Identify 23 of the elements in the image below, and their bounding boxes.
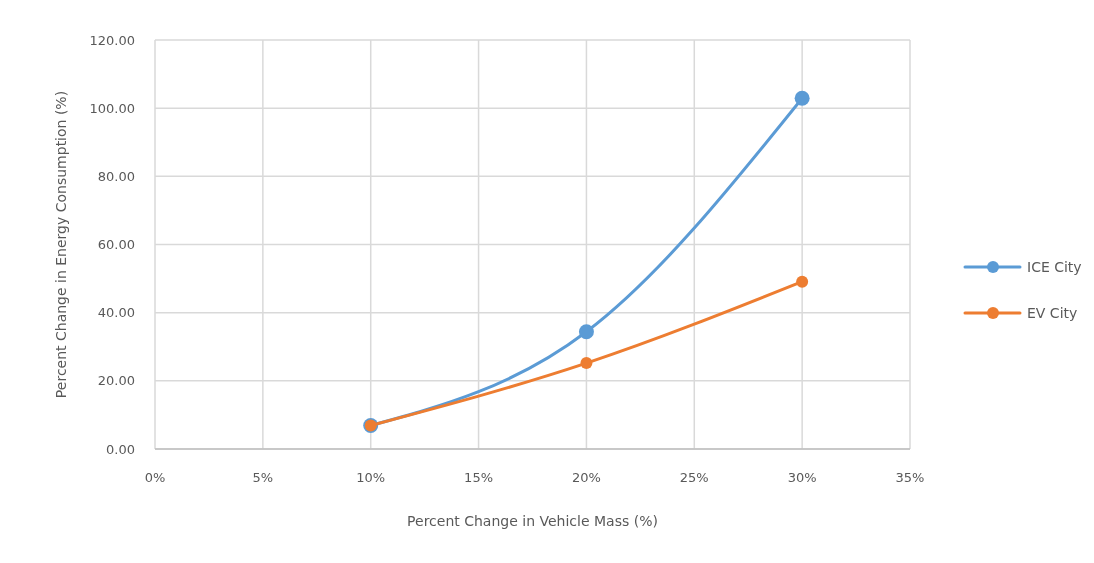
point	[580, 357, 593, 370]
x-tick-label: 0%	[144, 470, 166, 485]
y-tick-label: 0.00	[106, 441, 135, 457]
legend-label: ICE City	[1027, 258, 1082, 275]
x-tick-label: 10%	[356, 470, 386, 485]
x-tick-label: 20%	[571, 470, 601, 485]
legend-label: EV City	[1027, 304, 1078, 321]
x-tick-label: 25%	[679, 470, 709, 485]
x-tick-label: 35%	[895, 470, 925, 485]
y-tick-label: 100.00	[89, 100, 135, 116]
point	[578, 324, 594, 340]
y-tick-label: 40.00	[97, 305, 135, 321]
point	[796, 275, 809, 288]
point	[794, 90, 810, 106]
x-axis-title: Percent Change in Vehicle Mass (%)	[407, 513, 658, 529]
x-tick-label: 30%	[787, 470, 817, 485]
y-tick-label: 20.00	[97, 373, 135, 389]
y-axis-title: Percent Change in Energy Consumption (%)	[53, 90, 69, 399]
y-tick-label: 120.00	[89, 32, 135, 48]
y-tick-label: 80.00	[97, 168, 135, 184]
y-tick-label: 60.00	[97, 237, 135, 253]
x-tick-label: 15%	[464, 470, 494, 485]
x-tick-label: 5%	[252, 470, 274, 485]
